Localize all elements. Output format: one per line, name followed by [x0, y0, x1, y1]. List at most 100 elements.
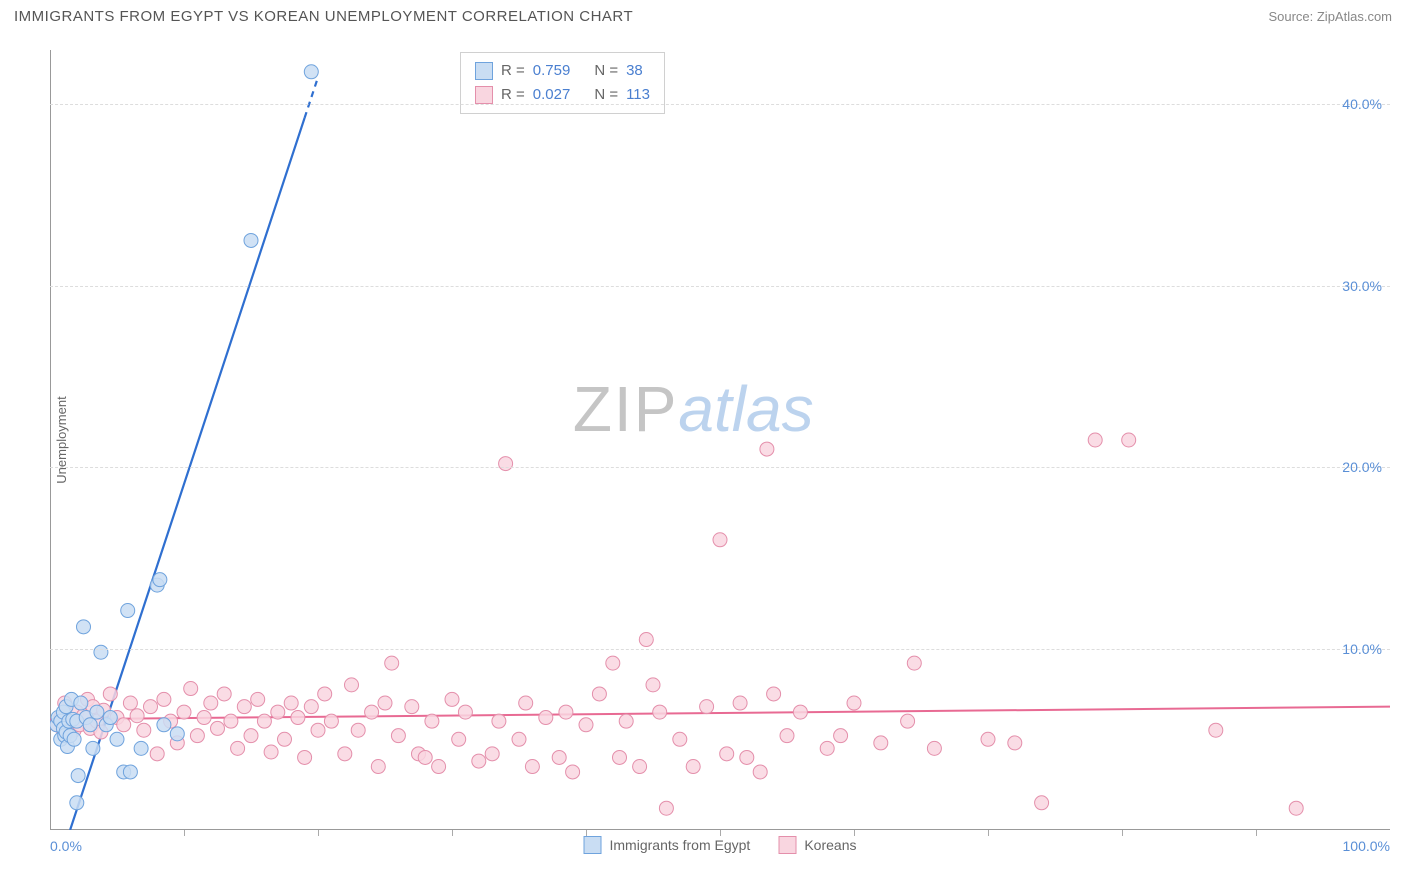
data-point [90, 705, 104, 719]
data-point [94, 645, 108, 659]
data-point [432, 760, 446, 774]
x-tick [318, 830, 319, 836]
data-point [345, 678, 359, 692]
data-point [217, 687, 231, 701]
x-tick [988, 830, 989, 836]
data-point [204, 696, 218, 710]
legend-n-label: N = [594, 59, 618, 83]
data-point [780, 729, 794, 743]
data-point [177, 705, 191, 719]
data-point [74, 696, 88, 710]
legend-n-label: N = [594, 83, 618, 107]
data-point [760, 442, 774, 456]
data-point [144, 700, 158, 714]
data-point [653, 705, 667, 719]
data-point [324, 714, 338, 728]
data-point [251, 692, 265, 706]
x-tick [854, 830, 855, 836]
data-point [117, 718, 131, 732]
gridline-h [50, 104, 1390, 105]
x-tick [720, 830, 721, 836]
data-point [298, 750, 312, 764]
data-point [378, 696, 392, 710]
data-point [190, 729, 204, 743]
data-point [170, 727, 184, 741]
data-point [552, 750, 566, 764]
x-tick [586, 830, 587, 836]
data-point [123, 765, 137, 779]
source-label: Source: ZipAtlas.com [1268, 9, 1392, 24]
data-point [71, 769, 85, 783]
y-tick-label: 20.0% [1342, 459, 1382, 475]
x-tick-label-right: 100.0% [1343, 838, 1390, 854]
data-point [740, 750, 754, 764]
data-point [1088, 433, 1102, 447]
data-point [284, 696, 298, 710]
data-point [499, 457, 513, 471]
legend-swatch-1 [475, 86, 493, 104]
data-point [452, 732, 466, 746]
data-point [767, 687, 781, 701]
data-point [753, 765, 767, 779]
data-point [365, 705, 379, 719]
chart-title: IMMIGRANTS FROM EGYPT VS KOREAN UNEMPLOY… [14, 8, 633, 25]
legend-row-series-1: R = 0.027 N = 113 [475, 83, 650, 107]
data-point [1035, 796, 1049, 810]
data-point [291, 711, 305, 725]
data-point [224, 714, 238, 728]
data-point [492, 714, 506, 728]
data-point [1008, 736, 1022, 750]
legend-r-value-0: 0.759 [533, 59, 571, 83]
legend-swatch-bottom-1 [778, 836, 796, 854]
legend-label-0: Immigrants from Egypt [610, 837, 751, 853]
data-point [271, 705, 285, 719]
data-point [311, 723, 325, 737]
data-point [338, 747, 352, 761]
data-point [673, 732, 687, 746]
x-tick [1256, 830, 1257, 836]
data-point [103, 711, 117, 725]
data-point [110, 732, 124, 746]
legend-r-label: R = [501, 59, 525, 83]
legend-item-1: Koreans [778, 836, 856, 854]
data-point [1209, 723, 1223, 737]
data-point [103, 687, 117, 701]
data-point [83, 718, 97, 732]
data-point [418, 750, 432, 764]
data-point [231, 741, 245, 755]
gridline-h [50, 467, 1390, 468]
data-point [137, 723, 151, 737]
data-point [264, 745, 278, 759]
legend-n-value-1: 113 [626, 83, 650, 107]
data-point [244, 233, 258, 247]
data-point [592, 687, 606, 701]
data-point [874, 736, 888, 750]
data-point [579, 718, 593, 732]
data-point [278, 732, 292, 746]
data-point [713, 533, 727, 547]
data-point [304, 65, 318, 79]
legend-swatch-bottom-0 [584, 836, 602, 854]
data-point [485, 747, 499, 761]
chart-area: Unemployment ZIPatlas R = 0.759 N = 38 R… [50, 50, 1390, 830]
data-point [425, 714, 439, 728]
data-point [86, 741, 100, 755]
data-point [472, 754, 486, 768]
data-point [793, 705, 807, 719]
data-point [153, 573, 167, 587]
legend-r-label: R = [501, 83, 525, 107]
y-tick-label: 10.0% [1342, 641, 1382, 657]
data-point [512, 732, 526, 746]
data-point [639, 633, 653, 647]
data-point [304, 700, 318, 714]
data-point [445, 692, 459, 706]
data-point [257, 714, 271, 728]
data-point [720, 747, 734, 761]
data-point [633, 760, 647, 774]
y-tick-label: 40.0% [1342, 96, 1382, 112]
data-point [525, 760, 539, 774]
data-point [385, 656, 399, 670]
data-point [686, 760, 700, 774]
data-point [150, 747, 164, 761]
x-tick [1122, 830, 1123, 836]
